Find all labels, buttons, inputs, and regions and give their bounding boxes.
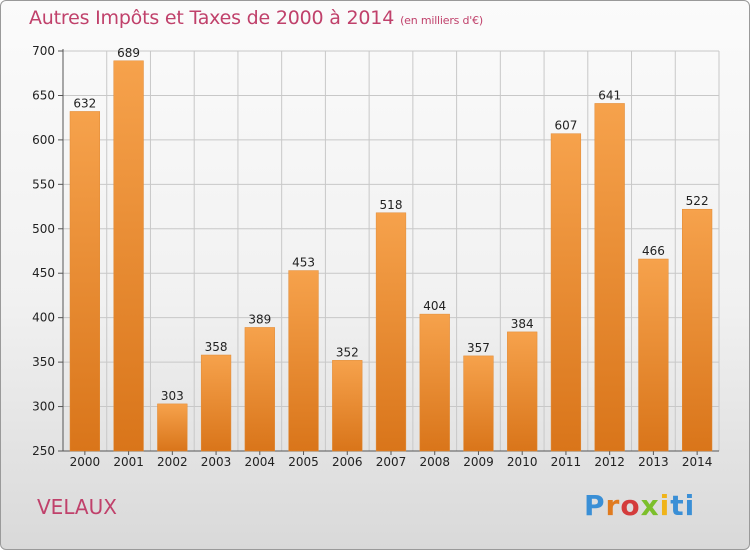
bar[interactable] [244,327,275,452]
bar-value-label: 689 [117,46,140,60]
bar[interactable] [594,103,625,452]
x-tick-label: 2011 [551,455,582,469]
bar-value-label: 358 [205,340,228,354]
bar-value-label: 607 [554,119,577,133]
y-tick-label: 500 [32,222,55,236]
logo-letter: ti [670,489,696,522]
bar[interactable] [507,331,538,452]
logo-letter: r [605,489,621,522]
y-tick-label: 650 [32,88,55,102]
bar-value-label: 357 [467,341,490,355]
x-tick-label: 2007 [376,455,407,469]
x-tick-label: 2009 [463,455,494,469]
bar-value-label: 522 [686,194,709,208]
bar-value-label: 404 [423,299,446,313]
bar[interactable] [375,212,407,452]
y-tick-label: 250 [32,444,55,458]
bar[interactable] [682,208,713,452]
x-tick-label: 2004 [245,455,276,469]
y-tick-label: 550 [32,177,55,191]
bar[interactable] [69,111,100,452]
y-tick-label: 450 [32,266,55,280]
proxiti-logo[interactable]: Proxiti [584,489,695,522]
bar-value-label: 352 [336,345,359,359]
x-tick-label: 2006 [332,455,363,469]
bar[interactable] [463,355,494,452]
bar-value-label: 641 [598,88,621,102]
logo-letter: P [584,489,606,522]
bar-value-label: 453 [292,256,315,270]
x-tick-label: 2013 [638,455,669,469]
chart-unit: (en milliers d'€) [400,14,483,27]
labels: 250 300 350 400 450 500 550 600 650 700 632 2000 689… [32,44,712,469]
bar-value-label: 389 [248,312,271,326]
bar[interactable] [288,270,319,452]
bar-value-label: 384 [511,317,534,331]
logo-letter: x [640,489,660,522]
y-tick-label: 600 [32,133,55,147]
x-tick-label: 2014 [682,455,713,469]
bar[interactable] [113,60,144,452]
bar[interactable] [157,403,188,452]
x-tick-label: 2005 [288,455,319,469]
logo-letter: o [620,489,641,522]
bar-value-label: 466 [642,244,665,258]
x-tick-label: 2012 [594,455,625,469]
x-tick-label: 2002 [157,455,188,469]
bar[interactable] [200,354,232,452]
x-tick-label: 2001 [113,455,144,469]
bar[interactable] [332,360,363,452]
y-tick-label: 350 [32,355,55,369]
chart-title-text: Autres Impôts et Taxes de 2000 à 2014 [29,7,395,29]
town-name: VELAUX [37,495,117,519]
bar-value-label: 303 [161,389,184,403]
bar-value-label: 518 [380,198,403,212]
bars [69,60,713,452]
bar[interactable] [419,313,450,452]
y-tick-label: 700 [32,44,55,58]
bar[interactable] [638,258,669,452]
x-tick-label: 2010 [507,455,538,469]
chart-title: Autres Impôts et Taxes de 2000 à 2014 (en… [29,7,483,29]
bar[interactable] [550,133,582,452]
x-tick-label: 2008 [419,455,450,469]
y-tick-label: 400 [32,311,55,325]
y-tick-label: 300 [32,400,55,414]
logo-letter: i [659,489,671,522]
bar-value-label: 632 [73,96,96,110]
x-tick-label: 2003 [201,455,232,469]
x-tick-label: 2000 [70,455,101,469]
